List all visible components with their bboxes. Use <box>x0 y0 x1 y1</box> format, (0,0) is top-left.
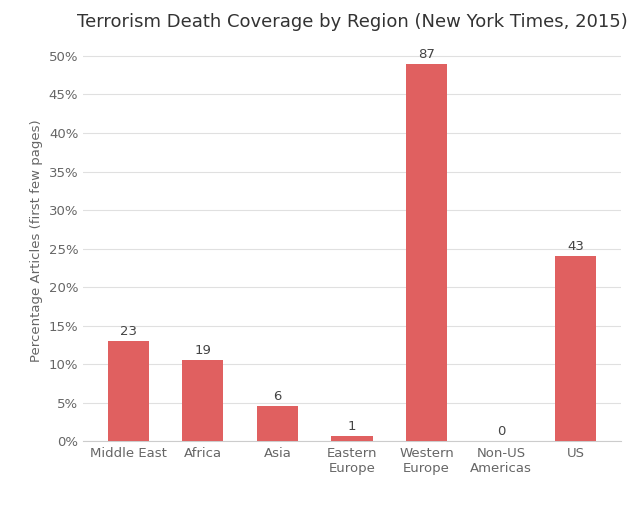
Bar <box>182 360 223 441</box>
Title: Terrorism Death Coverage by Region (New York Times, 2015): Terrorism Death Coverage by Region (New … <box>77 13 627 30</box>
Text: 43: 43 <box>568 240 584 253</box>
Text: 1: 1 <box>348 420 356 432</box>
Text: 87: 87 <box>418 48 435 60</box>
Text: 23: 23 <box>120 325 137 338</box>
Bar <box>556 256 596 441</box>
Bar <box>257 407 298 441</box>
Bar <box>406 64 447 441</box>
Bar <box>108 341 148 441</box>
Bar <box>332 436 372 441</box>
Y-axis label: Percentage Articles (first few pages): Percentage Articles (first few pages) <box>30 120 43 362</box>
Text: 0: 0 <box>497 425 506 438</box>
Text: 19: 19 <box>195 344 211 357</box>
Text: 6: 6 <box>273 390 282 404</box>
